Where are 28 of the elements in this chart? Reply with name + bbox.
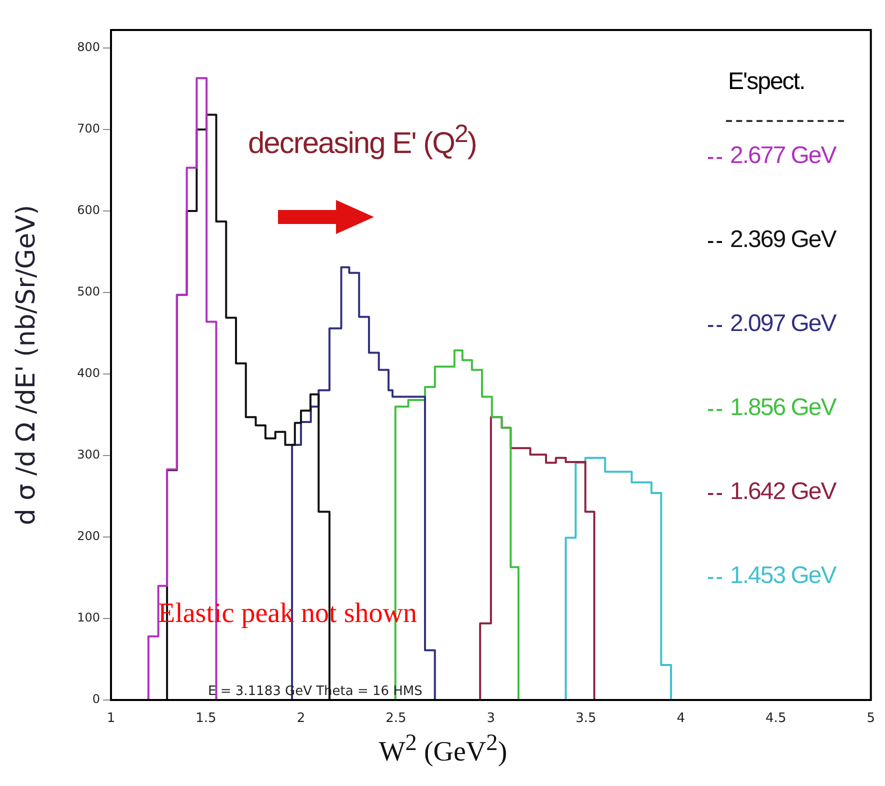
y-tick-label: 300 [77, 448, 100, 462]
x-tick-label: 3 [486, 711, 496, 726]
x-tick-label: 2 [296, 711, 306, 726]
annotation: decreasing E' (Q$^{2}$) [248, 120, 476, 161]
legend-title: E'spect. [728, 68, 806, 96]
legend-label: 2.677 GeV [730, 142, 836, 170]
legend-label: 1.453 GeV [730, 562, 836, 590]
x-tick-label: 4.5 [766, 711, 786, 726]
y-tick-label: 100 [77, 610, 100, 625]
legend-label: 1.642 GeV [730, 478, 836, 506]
y-tick-label: 400 [77, 366, 100, 380]
x-axis-title: W$^{2}$ (GeV$^{2}$) [378, 730, 508, 768]
x-tick-label: 3.5 [576, 711, 596, 726]
y-tick-label: 800 [77, 40, 100, 54]
x-tick-label: 4 [676, 711, 686, 726]
x-tick-label: 1.5 [196, 711, 216, 726]
y-tick-label: 0 [92, 692, 100, 706]
y-tick-label: 200 [77, 529, 100, 544]
x-tick-label: 1 [106, 711, 116, 726]
y-tick-label: 500 [77, 284, 100, 299]
legend-label: 1.856 GeV [730, 394, 836, 422]
legend-label: 2.369 GeV [730, 226, 836, 254]
x-tick-label: 2.5 [386, 711, 406, 726]
y-tick-label: 600 [77, 203, 100, 218]
y-axis-title: d σ /d Ω /dE' (nb/Sr/GeV) [11, 204, 42, 526]
legend-label: 2.097 GeV [730, 310, 836, 338]
x-tick-label: 5 [866, 711, 876, 726]
y-tick-label: 700 [77, 122, 100, 136]
